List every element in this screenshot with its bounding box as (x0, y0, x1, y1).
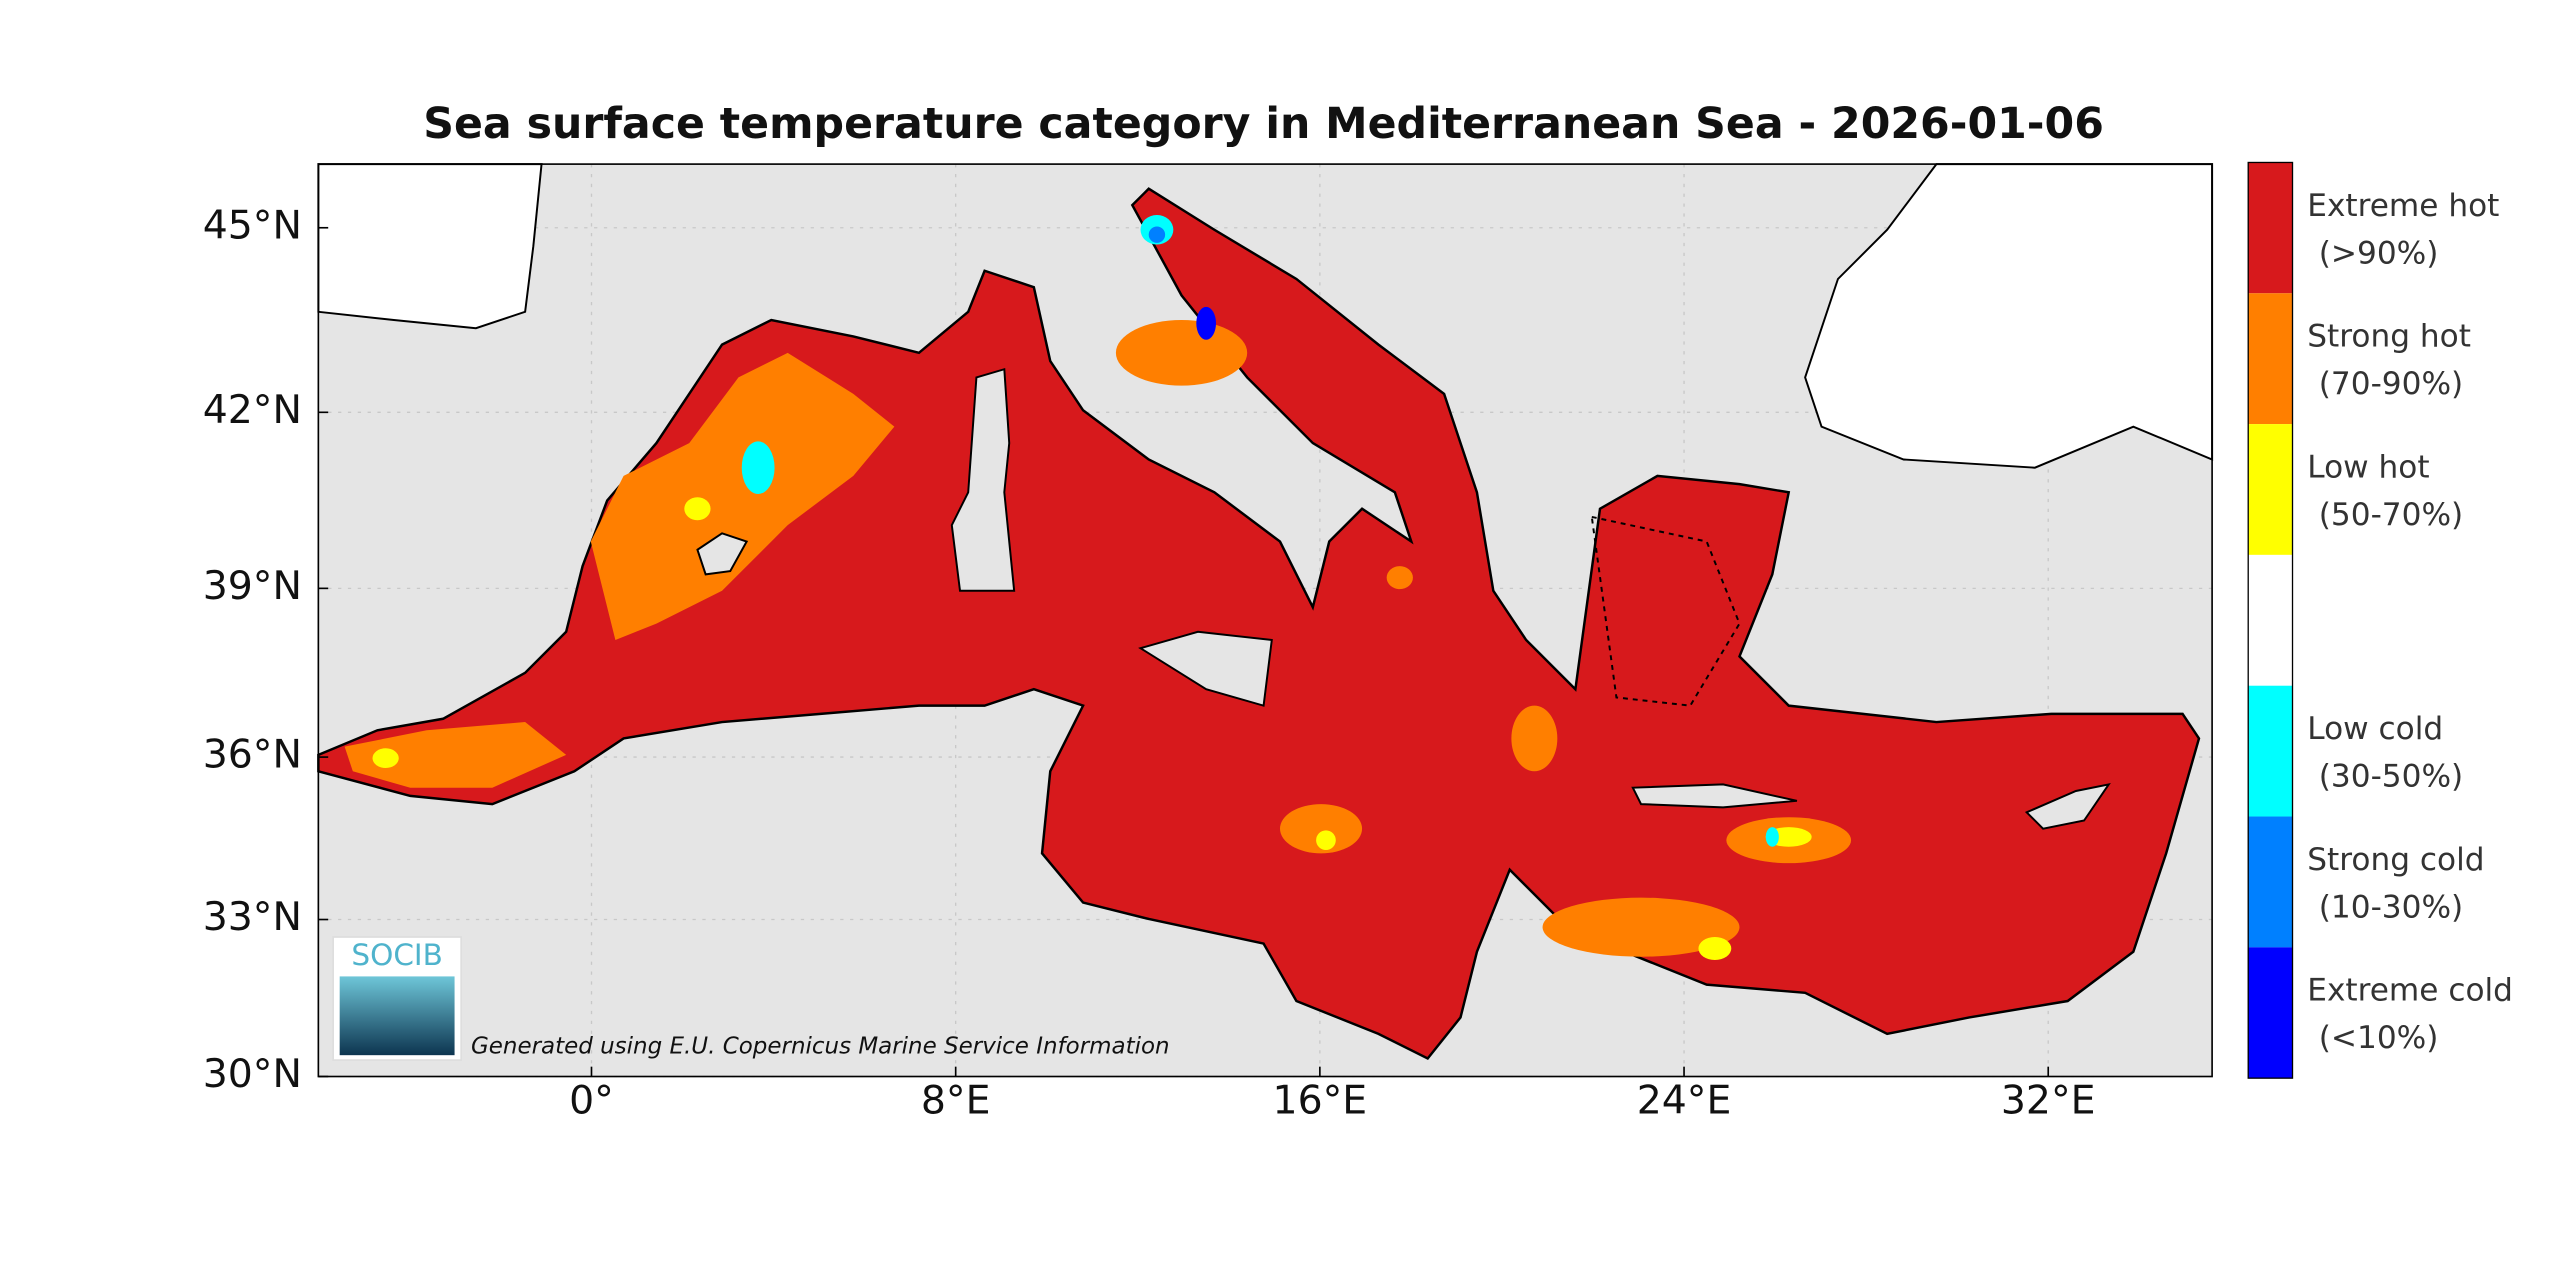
legend-label: Low cold (2307, 711, 2443, 747)
legend-label: Strong hot (2307, 319, 2471, 355)
map-frame (317, 163, 2213, 1078)
axis-ticks: 0° 8°E 16°E 24°E 32°E 30°N 33°N 36°N 39°N 42°N 45°… (203, 202, 2096, 1123)
x-tick-label: 16°E (1273, 1077, 1368, 1123)
logo-text: SOCIB (351, 938, 443, 972)
legend-swatch (2248, 947, 2293, 1079)
x-tick-label: 24°E (1637, 1077, 1732, 1123)
atlantic (317, 163, 543, 330)
legend-label: (30-50%) (2319, 759, 2463, 795)
legend-label: (<10%) (2319, 1020, 2439, 1056)
legend-label: (70-90%) (2319, 366, 2463, 402)
legend-label: (50-70%) (2319, 497, 2463, 533)
x-tick-label: 0° (569, 1077, 614, 1123)
legend-label: Strong cold (2307, 842, 2484, 878)
logo: SOCIB (332, 936, 462, 1061)
x-tick-label: 32°E (2001, 1077, 2096, 1123)
legend-swatch (2248, 424, 2293, 555)
y-tick-label: 33°N (203, 894, 302, 940)
anomaly-patches (344, 214, 1852, 960)
y-tick-label: 30°N (203, 1051, 302, 1097)
legend-swatch (2248, 162, 2293, 294)
credit: Generated using E.U. Copernicus Marine S… (471, 1033, 1170, 1059)
legend-swatch (2248, 293, 2293, 425)
legend-swatch (2248, 816, 2293, 948)
y-tick-label: 45°N (203, 202, 302, 248)
legend-frame (2247, 161, 2294, 1079)
legend-swatch (2248, 685, 2293, 817)
y-tick-label: 42°N (203, 387, 302, 433)
y-tick-label: 39°N (203, 563, 302, 609)
map-title: Sea surface temperature category in Medi… (423, 99, 2104, 149)
islands (696, 367, 2111, 830)
y-tick-label: 36°N (203, 732, 302, 778)
legend: Extreme hot (>90%) Strong hot (70-90%) Low h… (2247, 161, 2513, 1079)
x-tick-label: 8°E (921, 1077, 991, 1123)
legend-label: Extreme cold (2307, 973, 2513, 1009)
legend-swatch (2248, 554, 2293, 686)
legend-label: (>90%) (2319, 235, 2439, 271)
legend-label: Low hot (2307, 449, 2429, 485)
legend-label: (10-30%) (2319, 889, 2463, 925)
legend-label: Extreme hot (2307, 188, 2499, 224)
